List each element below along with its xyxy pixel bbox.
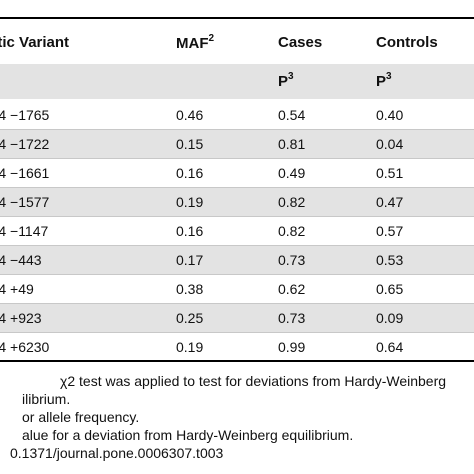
table-row: A4 −1147 0.16 0.82 0.57: [0, 216, 474, 245]
table-row: A4 −1577 0.19 0.82 0.47: [0, 187, 474, 216]
table-row: A4 +49 0.38 0.62 0.65: [0, 274, 474, 303]
cell-controls-p: 0.47: [376, 194, 404, 210]
footnote-maf: or allele frequency.: [22, 409, 140, 425]
cell-cases-p: 0.99: [278, 339, 306, 355]
cell-variant: A4 +6230: [0, 339, 50, 355]
cell-maf: 0.15: [176, 136, 204, 152]
cell-maf: 0.19: [176, 339, 204, 355]
subheader-controls-p: P3: [376, 71, 392, 90]
row-divider: [0, 216, 474, 217]
cell-cases-p: 0.73: [278, 310, 306, 326]
cell-maf: 0.17: [176, 252, 204, 268]
header-cases: Cases: [278, 34, 323, 51]
table-top-rule: [0, 17, 474, 19]
table-header-row: etic Variant MAF2 Cases Controls: [0, 33, 474, 64]
row-divider: [0, 274, 474, 275]
table-row: A4 −1765 0.46 0.54 0.40: [0, 100, 474, 129]
cell-controls-p: 0.51: [376, 165, 404, 181]
table-row: A4 −1722 0.15 0.81 0.04: [0, 129, 474, 158]
controls-p-footnote-marker: 3: [386, 71, 392, 82]
table-subheader-row: P3 P3: [0, 64, 474, 99]
footnote-doi: 0.1371/journal.pone.0006307.t003: [10, 445, 224, 461]
cell-cases-p: 0.73: [278, 252, 306, 268]
table-row: A4 −443 0.17 0.73 0.53: [0, 245, 474, 274]
cell-cases-p: 0.81: [278, 136, 306, 152]
cell-variant: A4 −1577: [0, 194, 50, 210]
cell-controls-p: 0.09: [376, 310, 404, 326]
subheader-cases-p: P3: [278, 71, 294, 90]
cell-controls-p: 0.53: [376, 252, 404, 268]
table-row: A4 −1661 0.16 0.49 0.51: [0, 158, 474, 187]
cell-variant: A4 −1765: [0, 107, 50, 123]
header-maf: MAF2: [176, 33, 215, 52]
cell-controls-p: 0.64: [376, 339, 404, 355]
row-divider: [0, 332, 474, 333]
cell-variant: A4 −1147: [0, 223, 49, 239]
table-row: A4 +923 0.25 0.73 0.09: [0, 303, 474, 332]
cell-variant: A4 −1661: [0, 165, 50, 181]
cell-variant: A4 +923: [0, 310, 42, 326]
cell-variant: A4 +49: [0, 281, 34, 297]
row-divider: [0, 158, 474, 159]
cell-maf: 0.16: [176, 165, 204, 181]
table-row: A4 +6230 0.19 0.99 0.64: [0, 332, 474, 361]
footnote-chi-square-cont: ilibrium.: [22, 391, 71, 407]
cell-cases-p: 0.82: [278, 194, 306, 210]
cell-maf: 0.16: [176, 223, 204, 239]
cell-variant: A4 −1722: [0, 136, 50, 152]
table-bottom-rule: [0, 360, 474, 362]
cell-cases-p: 0.82: [278, 223, 306, 239]
footnote-p-value: alue for a deviation from Hardy-Weinberg…: [22, 427, 354, 443]
cell-maf: 0.19: [176, 194, 204, 210]
cell-maf: 0.38: [176, 281, 204, 297]
cell-cases-p: 0.54: [278, 107, 306, 123]
cell-controls-p: 0.04: [376, 136, 404, 152]
footnote-chi-square: χ2 test was applied to test for deviatio…: [60, 373, 447, 389]
header-controls: Controls: [376, 34, 438, 51]
row-divider: [0, 129, 474, 130]
cell-maf: 0.46: [176, 107, 204, 123]
cases-p-footnote-marker: 3: [288, 71, 294, 82]
cell-variant: A4 −443: [0, 252, 42, 268]
header-genetic-variant: etic Variant: [0, 34, 70, 51]
row-divider: [0, 245, 474, 246]
cell-cases-p: 0.62: [278, 281, 306, 297]
cell-controls-p: 0.57: [376, 223, 404, 239]
cell-controls-p: 0.40: [376, 107, 404, 123]
cell-cases-p: 0.49: [278, 165, 306, 181]
header-maf-footnote-marker: 2: [208, 33, 215, 44]
cell-maf: 0.25: [176, 310, 204, 326]
cell-controls-p: 0.65: [376, 281, 404, 297]
row-divider: [0, 303, 474, 304]
row-divider: [0, 187, 474, 188]
